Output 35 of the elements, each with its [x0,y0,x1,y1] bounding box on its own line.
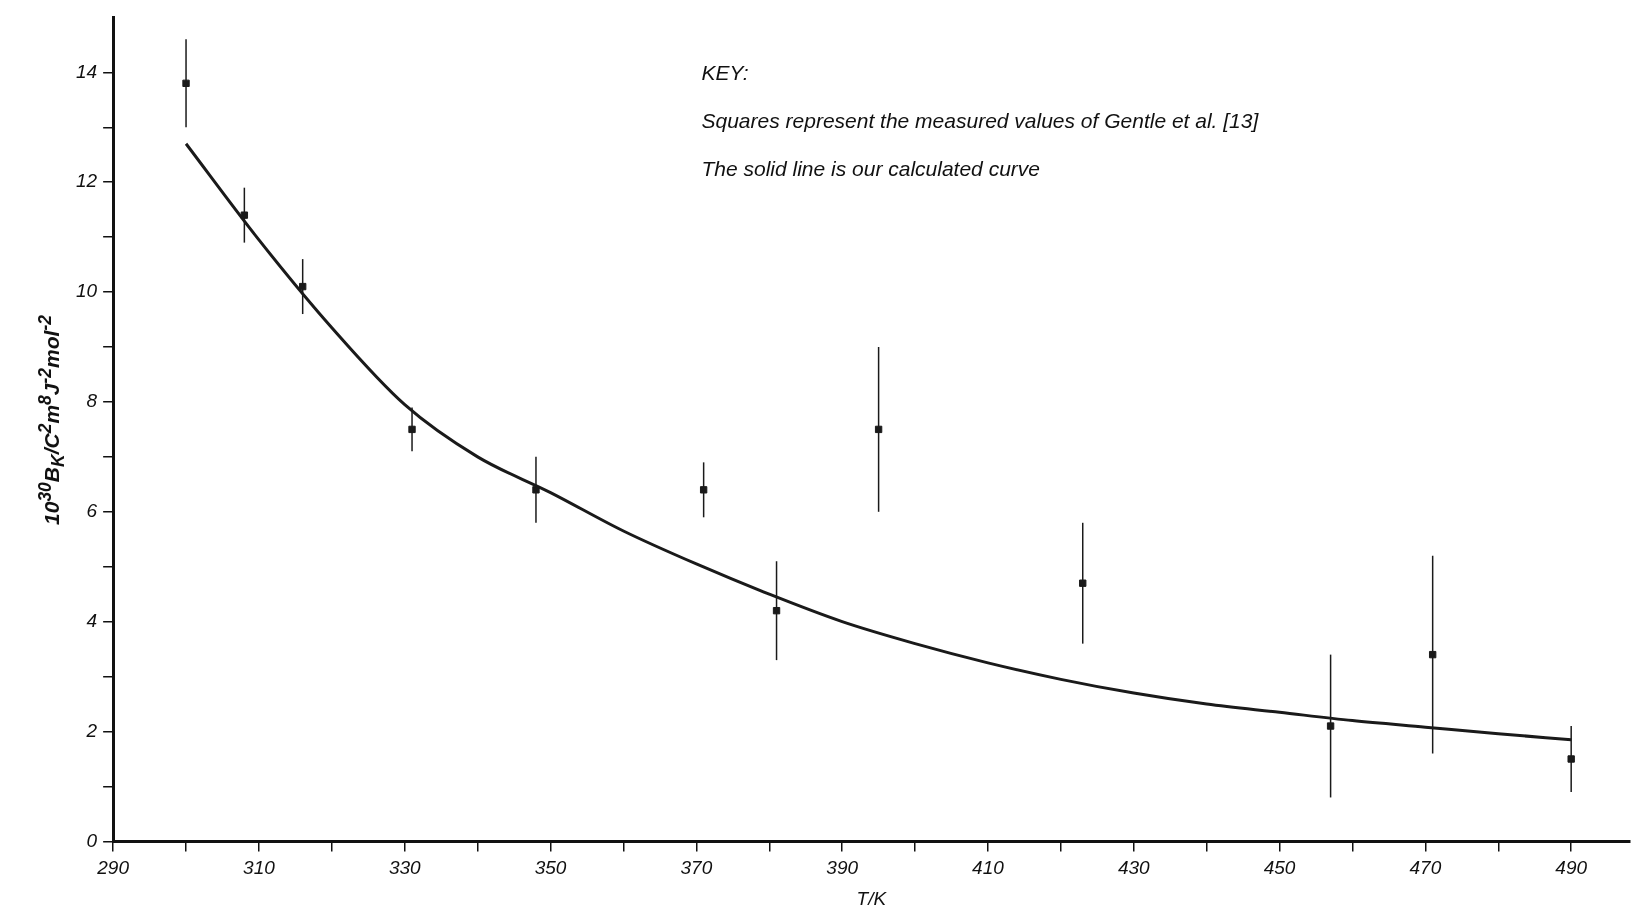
x-tick-label: 450 [1263,857,1296,879]
y-tick-label: 6 [86,500,98,522]
point [532,486,540,494]
y-tick-label: 0 [86,829,98,851]
point [1567,755,1575,763]
annotation: KEY: [701,61,749,85]
x-tick-label: 390 [826,857,859,879]
y-tick-label: 14 [75,60,98,82]
y-tick-label: 2 [85,719,98,741]
x-tick-label: 290 [96,857,130,879]
annotation: Squares represent the measured values of Gentle et al. [13] [701,109,1260,133]
point [1428,650,1437,659]
point [1326,722,1335,730]
x-axis-title: T/K [856,887,888,909]
y-tick-label: 12 [75,170,98,192]
y-tick-label: 8 [86,390,98,412]
x-tick-label: 330 [388,857,422,879]
point [874,425,883,434]
x-tick-label: 490 [1555,857,1588,879]
point [408,425,416,434]
point [299,282,307,291]
annotation: The solid line is our calculated curve [701,157,1040,181]
x-tick-label: 470 [1409,857,1442,879]
point [182,79,190,87]
y-tick-label: 4 [86,609,98,631]
x-tick-label: 370 [680,857,713,879]
x-tick-label: 350 [534,857,567,879]
x-tick-label: 410 [972,857,1005,879]
x-tick-label: 310 [243,857,276,879]
point [240,211,249,219]
point [1079,579,1087,587]
point [699,486,708,494]
point [772,607,781,615]
y-tick-label: 10 [75,280,98,302]
x-tick-label: 430 [1117,857,1151,879]
